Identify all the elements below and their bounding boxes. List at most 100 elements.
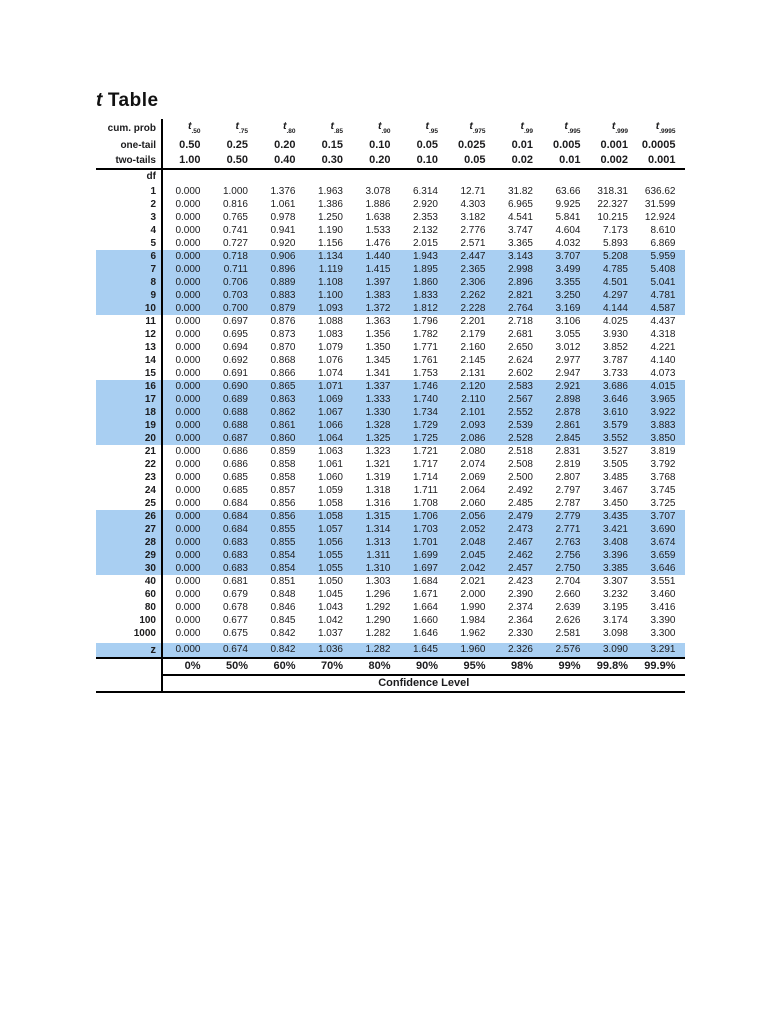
t-value-cell: 3.169 bbox=[542, 302, 590, 316]
t-value-cell: 1.079 bbox=[317, 342, 343, 354]
t-value-cell: 31.82 bbox=[507, 186, 533, 198]
df-value-cell: 12 bbox=[96, 328, 163, 342]
t-value-cell: 12.71 bbox=[460, 186, 486, 198]
t-value-cell: 63.66 bbox=[555, 186, 581, 198]
t-value-cell: 0.861 bbox=[257, 419, 305, 433]
t-value-cell: 2.567 bbox=[494, 393, 542, 407]
df-value-cell: 5 bbox=[96, 237, 163, 251]
table-row: 17 0.000 0.689 0.863 1.069 1.333 1.740 2.110 2.5… bbox=[96, 393, 685, 407]
t-value-cell: 0.000 bbox=[162, 510, 210, 524]
confidence-percent-cell: 98% bbox=[494, 658, 542, 677]
t-value-cell: 1.330 bbox=[352, 406, 400, 420]
confidence-percent-label-spacer bbox=[96, 658, 163, 676]
z-label: z bbox=[96, 643, 163, 660]
t-value-cell: 0.691 bbox=[222, 368, 248, 380]
t-value-cell: 0.000 bbox=[162, 549, 210, 563]
z-value-cell: 0.674 bbox=[209, 643, 257, 660]
t-value-cell: 1.057 bbox=[304, 523, 352, 537]
table-row: 29 0.000 0.683 0.854 1.055 1.311 1.699 2.045 2.4… bbox=[96, 549, 685, 563]
t-value-cell: 2.145 bbox=[460, 355, 486, 367]
z-value-cell: 1.960 bbox=[447, 643, 495, 660]
t-value-cell: 2.021 bbox=[460, 576, 486, 588]
two-tails-value-cell: 0.01 bbox=[542, 153, 590, 171]
t-value-cell: 0.883 bbox=[257, 289, 305, 303]
df-value-cell: 80 bbox=[96, 601, 163, 615]
t-value-cell: 2.756 bbox=[542, 549, 590, 563]
df-header-spacer bbox=[162, 169, 685, 183]
t-value-cell: 0.000 bbox=[175, 212, 201, 224]
t-value-cell: 2.447 bbox=[447, 250, 495, 264]
confidence-percent-row: 0% 50% 60% 70% 80% 90% 95% 98% 99% 99.8% 99.9% bbox=[96, 658, 685, 677]
t-value-cell: 2.539 bbox=[494, 419, 542, 433]
t-value-cell: 1.088 bbox=[317, 316, 343, 328]
t-value-cell: 2.878 bbox=[542, 406, 590, 420]
one-tail-value-cell: 0.25 bbox=[226, 139, 248, 152]
df-value-cell: 29 bbox=[96, 549, 163, 563]
t-value-cell: 0.868 bbox=[270, 355, 296, 367]
t-value-cell: 2.045 bbox=[447, 549, 495, 563]
t-value-cell: 0.689 bbox=[209, 393, 257, 407]
two-tails-label: two-tails bbox=[96, 153, 163, 171]
t-value-cell: 1.833 bbox=[399, 289, 447, 303]
t-value-cell: 0.695 bbox=[222, 329, 248, 341]
t-value-cell: 1.337 bbox=[352, 380, 400, 394]
t-value-cell: 2.500 bbox=[507, 472, 533, 484]
t-value-cell: 2.086 bbox=[447, 432, 495, 446]
table-row: 40 0.000 0.681 0.851 1.050 1.303 1.684 2.021 2.4… bbox=[96, 575, 685, 589]
t-subscript: .95 bbox=[428, 128, 438, 136]
t-value-cell: 2.821 bbox=[494, 289, 542, 303]
t-value-cell: 0.000 bbox=[162, 536, 210, 550]
t-value-cell: 3.143 bbox=[494, 250, 542, 264]
t-value-cell: 0.690 bbox=[209, 380, 257, 394]
t-value-cell: 2.718 bbox=[507, 316, 533, 328]
t-value-cell: 3.930 bbox=[602, 329, 628, 341]
t-value-cell: 0.876 bbox=[270, 316, 296, 328]
t-value-cell: 0.685 bbox=[222, 472, 248, 484]
t-value-cell: 1.740 bbox=[399, 393, 447, 407]
t-value-cell: 6.965 bbox=[507, 199, 533, 211]
t-value-cell: 0.855 bbox=[257, 536, 305, 550]
t-value-cell: 2.518 bbox=[507, 446, 533, 458]
t-value-cell: 2.364 bbox=[507, 615, 533, 627]
t-value-cell: 0.687 bbox=[209, 432, 257, 446]
t-value-cell: 1.714 bbox=[412, 472, 438, 484]
table-row: 1000 0.000 0.675 0.842 1.037 1.282 1.646 1.962 2… bbox=[96, 627, 685, 641]
t-value-cell: 0.858 bbox=[270, 459, 296, 471]
t-value-cell: 4.587 bbox=[637, 302, 685, 316]
t-value-cell: 3.078 bbox=[365, 186, 391, 198]
two-tails-value-cell: 0.50 bbox=[209, 153, 257, 171]
z-value-cell: 2.326 bbox=[494, 643, 542, 660]
one-tail-value-cell: 0.15 bbox=[321, 139, 343, 152]
z-value-cell: 1.645 bbox=[399, 643, 447, 660]
t-value-cell: 3.300 bbox=[650, 628, 676, 640]
t-value-cell: 0.684 bbox=[209, 510, 257, 524]
t-value-cell: 1.058 bbox=[304, 510, 352, 524]
table-row: 3 0.000 0.765 0.978 1.250 1.638 2.353 3.182 4.54… bbox=[96, 211, 685, 225]
t-value-cell: 5.959 bbox=[637, 250, 685, 264]
t-value-cell: 636.62 bbox=[644, 186, 676, 198]
t-value-cell: 0.000 bbox=[175, 186, 201, 198]
table-row: 80 0.000 0.678 0.846 1.043 1.292 1.664 1.990 2.3… bbox=[96, 601, 685, 615]
t-value-cell: 3.408 bbox=[589, 536, 637, 550]
t-value-cell: 1.000 bbox=[222, 186, 248, 198]
t-value-cell: 3.416 bbox=[650, 602, 676, 614]
two-tails-value-cell: 0.20 bbox=[352, 153, 400, 171]
t-value-cell: 3.787 bbox=[602, 355, 628, 367]
two-tails-value-cell: 0.10 bbox=[399, 153, 447, 171]
t-value-cell: 0.000 bbox=[162, 302, 210, 316]
t-value-cell: 2.797 bbox=[555, 485, 581, 497]
t-value-cell: 3.499 bbox=[542, 263, 590, 277]
t-value-cell: 1.860 bbox=[399, 276, 447, 290]
two-tails-value-cell: 0.05 bbox=[447, 153, 495, 171]
df-value-cell: 1000 bbox=[96, 627, 163, 641]
t-value-cell: 1.990 bbox=[460, 602, 486, 614]
t-value-cell: 0.000 bbox=[162, 562, 210, 576]
t-value-cell: 2.374 bbox=[507, 602, 533, 614]
t-value-cell: 1.325 bbox=[352, 432, 400, 446]
t-value-cell: 0.000 bbox=[162, 419, 210, 433]
t-subscript: .90 bbox=[381, 128, 391, 136]
t-value-cell: 2.390 bbox=[507, 589, 533, 601]
t-value-cell: 2.581 bbox=[555, 628, 581, 640]
t-value-cell: 1.397 bbox=[352, 276, 400, 290]
table-row: 20 0.000 0.687 0.860 1.064 1.325 1.725 2.086 2.5… bbox=[96, 432, 685, 446]
